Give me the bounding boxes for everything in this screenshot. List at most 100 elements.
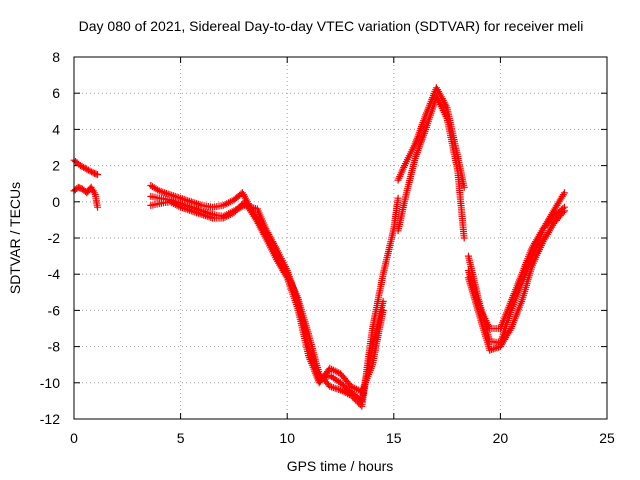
y-tick-label: 0 [52, 194, 60, 210]
data-point [222, 217, 225, 219]
data-point [254, 217, 257, 219]
data-point [414, 143, 416, 145]
data-point [405, 191, 408, 194]
data-point [350, 391, 352, 393]
data-point [552, 222, 555, 225]
data-point [542, 228, 544, 230]
data-point [361, 405, 363, 408]
series-arc-e [394, 93, 468, 242]
data-point [96, 206, 99, 209]
data-point [149, 184, 152, 187]
data-point [81, 188, 84, 190]
plot-frame [73, 56, 608, 420]
data-point [339, 372, 342, 375]
data-point [488, 349, 491, 352]
data-point [201, 213, 203, 216]
data-point [542, 240, 544, 243]
data-point [424, 128, 427, 131]
data-point [190, 201, 193, 203]
data-point [201, 204, 203, 207]
data-point [297, 307, 299, 310]
y-axis-label: SDTVAR / TECUs [7, 182, 23, 294]
data-point [233, 211, 235, 214]
data-point [424, 114, 427, 116]
data-point [158, 202, 161, 205]
data-point [149, 204, 152, 207]
data-point [382, 273, 384, 276]
data-point [169, 193, 171, 196]
data-point [211, 217, 214, 219]
data-point [397, 197, 399, 199]
data-point [488, 327, 491, 330]
axis-ticks: 0 5 10 15 20 25 -12 -10 -8 -6 -4 -2 0 2 4 6 8 [40, 49, 615, 446]
y-tick-label: -10 [40, 375, 60, 391]
data-point [256, 208, 259, 210]
data-point [265, 228, 267, 230]
data-point [499, 345, 502, 348]
data-point [361, 400, 363, 402]
data-point [463, 237, 465, 239]
data-point [339, 389, 342, 391]
data-point [275, 258, 278, 261]
data-point [96, 173, 99, 176]
data-point [552, 215, 555, 218]
data-point [307, 354, 310, 357]
data-point [265, 237, 267, 239]
data-point [361, 391, 363, 393]
data-point [393, 228, 395, 230]
data-point [318, 382, 320, 384]
data-point [179, 197, 182, 199]
data-point [463, 186, 465, 189]
data-point [169, 201, 171, 203]
data-point [552, 210, 555, 212]
series-arc-h [464, 207, 568, 354]
data-point [382, 300, 384, 303]
x-tick-label: 25 [599, 430, 615, 446]
data-point [403, 164, 406, 167]
data-point [85, 191, 88, 194]
data-point [510, 300, 512, 303]
data-point [286, 269, 289, 272]
data-points [70, 84, 568, 410]
data-point [371, 363, 374, 366]
data-point [350, 385, 352, 388]
x-tick-label: 20 [493, 430, 509, 446]
x-tick-label: 15 [386, 430, 402, 446]
data-point [563, 191, 566, 194]
data-point [339, 382, 342, 384]
data-point [435, 86, 438, 89]
data-point [77, 186, 80, 189]
data-point [446, 106, 448, 109]
y-tick-label: 4 [52, 121, 60, 137]
data-point [499, 327, 502, 330]
series-arc-g [464, 203, 568, 332]
y-tick-label: -4 [48, 266, 61, 282]
data-point [467, 255, 470, 257]
series-early-lower [70, 183, 101, 211]
data-point [211, 206, 214, 209]
data-point [94, 193, 97, 196]
data-point [329, 385, 331, 388]
x-tick-label: 0 [70, 430, 78, 446]
data-point [478, 313, 480, 315]
data-point [222, 204, 225, 207]
data-point [563, 210, 566, 212]
data-point [371, 327, 374, 330]
data-point [190, 210, 193, 212]
data-point [382, 309, 384, 312]
marker-trace [70, 183, 101, 211]
data-point [520, 300, 523, 303]
data-point [233, 199, 235, 201]
grid [74, 57, 607, 419]
x-tick-label: 10 [279, 430, 295, 446]
data-point [275, 248, 278, 250]
data-point [397, 229, 399, 232]
y-tick-label: 2 [52, 158, 60, 174]
data-point [79, 164, 82, 167]
data-point [456, 170, 459, 172]
data-point [510, 327, 512, 330]
y-tick-label: 6 [52, 85, 60, 101]
data-point [241, 191, 244, 194]
data-point [149, 195, 152, 198]
